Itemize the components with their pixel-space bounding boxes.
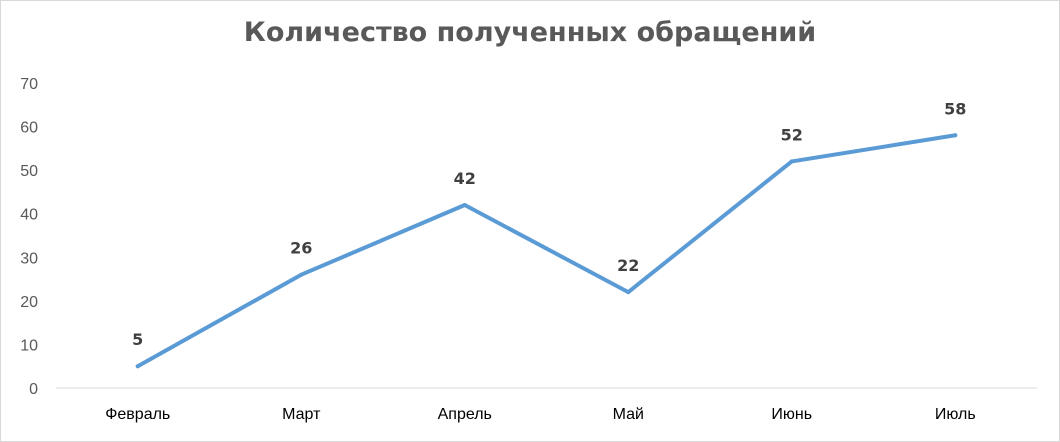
data-label: 22 [617,256,639,275]
x-tick-label: Март [282,406,321,423]
x-tick-label: Июнь [771,406,812,423]
y-tick-label: 30 [20,250,38,267]
data-point [135,364,140,369]
y-tick-label: 10 [20,337,38,354]
x-tick-label: Май [613,406,644,423]
y-tick-label: 40 [20,207,38,224]
data-label: 42 [454,169,476,188]
data-label: 5 [132,330,143,349]
chart-title: Количество полученных обращений [243,17,817,48]
data-label: 26 [290,239,312,258]
data-point [789,159,794,164]
data-point [953,133,958,138]
y-tick-label: 50 [20,163,38,180]
series-line [135,133,958,369]
data-point [299,272,304,277]
data-label: 58 [944,99,966,118]
data-point [462,203,467,207]
x-tick-label: Июль [935,406,976,423]
x-tick-label: Февраль [105,406,170,423]
y-tick-label: 70 [20,76,38,93]
data-point [626,290,631,295]
y-tick-label: 20 [20,294,38,311]
x-tick-label: Апрель [438,406,492,423]
y-tick-label: 60 [20,120,38,137]
data-label: 52 [781,125,803,144]
y-tick-label: 0 [29,381,38,398]
